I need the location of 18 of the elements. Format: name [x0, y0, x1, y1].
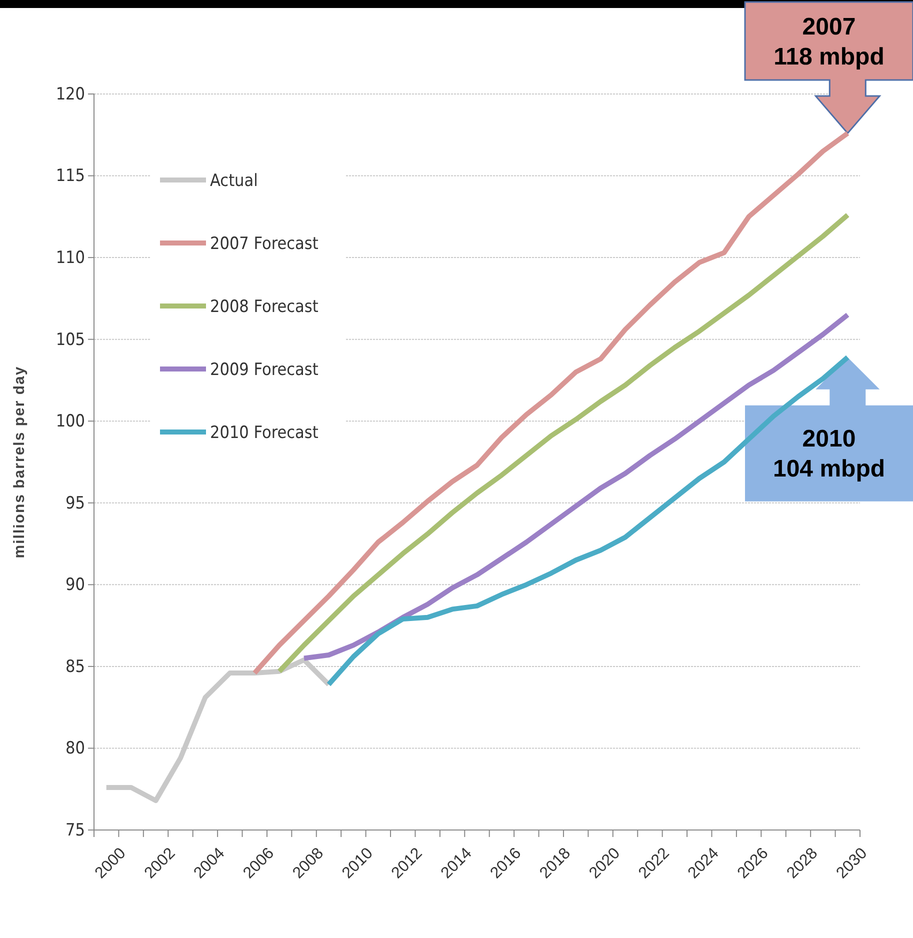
annotation: 2007 118 mbpd [774, 13, 884, 70]
y-tick-label: 120 [56, 84, 85, 104]
y-tick-label: 100 [56, 412, 85, 432]
y-tick-label: 90 [66, 575, 85, 596]
y-tick-label: 105 [56, 330, 85, 350]
y-tick-label: 115 [56, 166, 85, 186]
y-tick-label: 80 [66, 738, 85, 759]
y-tick-label: 95 [66, 493, 85, 514]
annotation: 2010 104 mbpd [772, 426, 886, 483]
legend-label: Actual [210, 170, 258, 191]
legend-label: 2008 Forecast [210, 296, 318, 317]
legend-label: 2010 Forecast [210, 422, 318, 443]
legend-label: 2009 Forecast [210, 360, 318, 380]
y-tick-label: 75 [66, 820, 85, 840]
y-tick-label: 85 [66, 656, 85, 677]
y-tick-label: 110 [56, 248, 85, 268]
y-axis-title: millions barrels per day [11, 366, 28, 558]
legend-label: 2007 Forecast [210, 234, 318, 254]
